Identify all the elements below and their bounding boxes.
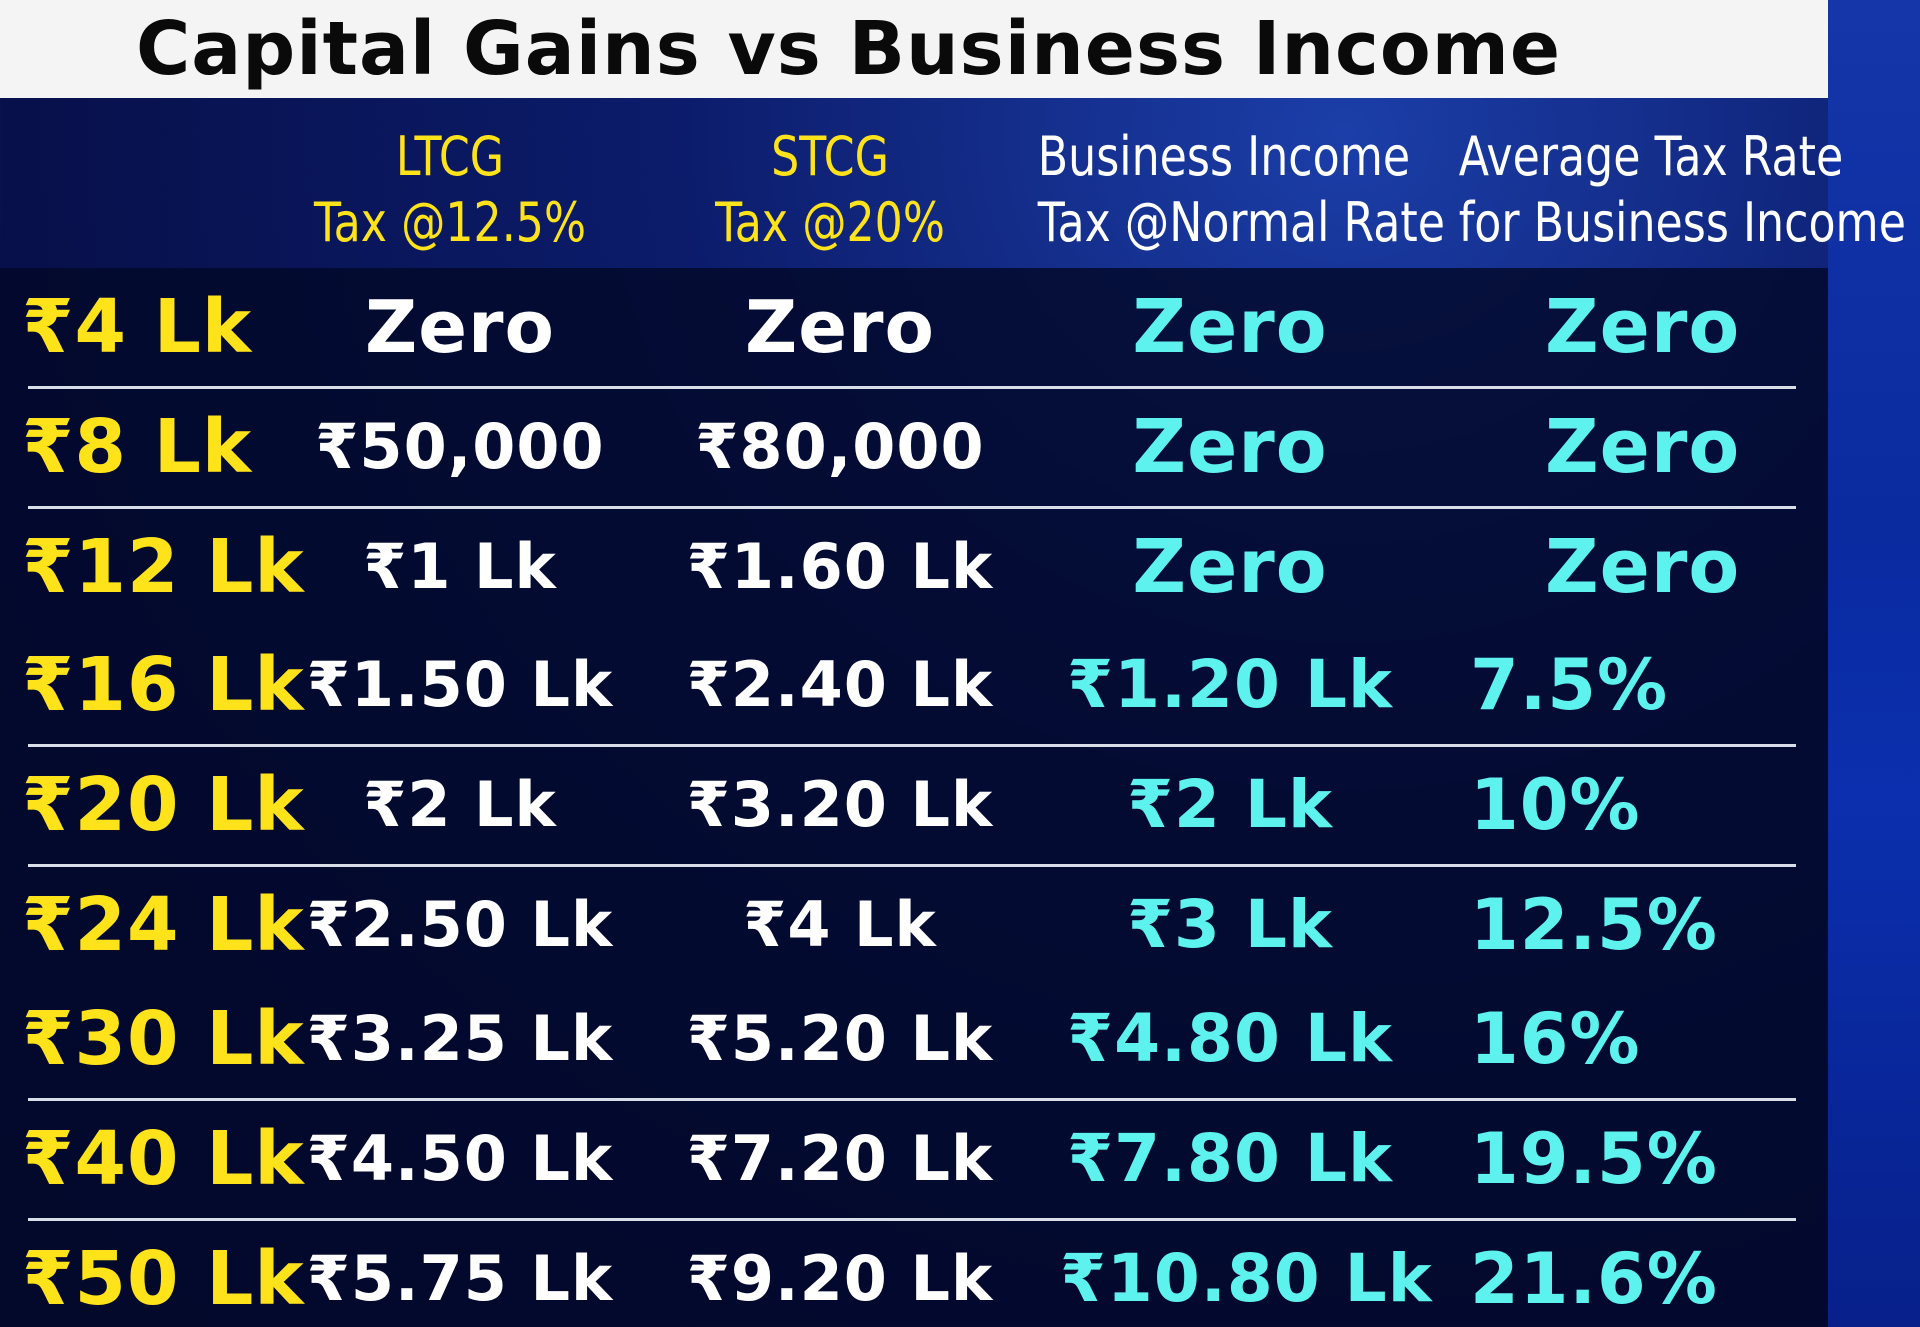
- table-row: ₹50 Lk ₹5.75 Lk ₹9.20 Lk ₹10.80 Lk 21.6%: [0, 1220, 1828, 1327]
- income-cell: ₹8 Lk: [22, 404, 253, 490]
- average-rate-cell: 10%: [1470, 764, 1641, 846]
- table-row: ₹40 Lk ₹4.50 Lk ₹7.20 Lk ₹7.80 Lk 19.5%: [0, 1100, 1828, 1218]
- average-rate-cell: 7.5%: [1470, 644, 1669, 726]
- column-header-stcg-line1: STCG: [771, 125, 889, 188]
- ltcg-cell: ₹4.50 Lk: [306, 1122, 614, 1195]
- column-header-average-tax-rate: Average Tax Rate for Business Income: [1458, 124, 1906, 256]
- table-row: ₹16 Lk ₹1.50 Lk ₹2.40 Lk ₹1.20 Lk 7.5%: [0, 626, 1828, 744]
- average-rate-cell: 16%: [1470, 998, 1641, 1080]
- ltcg-cell: ₹3.25 Lk: [306, 1002, 614, 1075]
- stcg-cell: ₹80,000: [695, 410, 985, 483]
- ltcg-cell: ₹50,000: [315, 410, 605, 483]
- ltcg-cell: Zero: [364, 285, 555, 369]
- column-header-business-income-line2: Tax @Normal Rate: [1037, 191, 1446, 254]
- column-header-business-income: Business Income Tax @Normal Rate: [1037, 124, 1446, 256]
- business-tax-cell: ₹2 Lk: [1127, 766, 1333, 843]
- row-divider: [28, 1218, 1796, 1221]
- column-header-ltcg: LTCG Tax @12.5%: [286, 124, 614, 256]
- ltcg-cell: ₹1.50 Lk: [306, 648, 614, 721]
- column-header-stcg: STCG Tax @20%: [666, 124, 994, 256]
- table-row: ₹12 Lk ₹1 Lk ₹1.60 Lk Zero Zero: [0, 508, 1828, 626]
- stcg-cell: ₹3.20 Lk: [686, 768, 994, 841]
- average-rate-cell: 12.5%: [1470, 884, 1718, 966]
- column-header-business-income-line1: Business Income: [1037, 125, 1411, 188]
- ltcg-cell: ₹1 Lk: [363, 530, 557, 603]
- table-row: ₹24 Lk ₹2.50 Lk ₹4 Lk ₹3 Lk 12.5%: [0, 866, 1828, 984]
- business-tax-cell: ₹1.20 Lk: [1067, 646, 1393, 723]
- row-divider: [28, 1098, 1796, 1101]
- business-tax-cell: Zero: [1132, 404, 1328, 490]
- income-cell: ₹24 Lk: [22, 882, 305, 968]
- business-tax-cell: ₹7.80 Lk: [1067, 1120, 1393, 1197]
- business-tax-cell: Zero: [1132, 284, 1328, 370]
- income-cell: ₹16 Lk: [22, 642, 305, 728]
- stcg-cell: Zero: [744, 285, 935, 369]
- background-strip: [1828, 0, 1920, 1327]
- ltcg-cell: ₹5.75 Lk: [306, 1242, 614, 1315]
- ltcg-cell: ₹2.50 Lk: [306, 888, 614, 961]
- table-row: ₹30 Lk ₹3.25 Lk ₹5.20 Lk ₹4.80 Lk 16%: [0, 980, 1828, 1098]
- average-rate-cell: Zero: [1545, 404, 1741, 490]
- business-tax-cell: Zero: [1132, 524, 1328, 610]
- tax-table: ₹4 Lk Zero Zero Zero Zero ₹8 Lk ₹50,000 …: [0, 268, 1828, 1327]
- table-row: ₹8 Lk ₹50,000 ₹80,000 Zero Zero: [0, 388, 1828, 506]
- income-cell: ₹50 Lk: [22, 1236, 305, 1322]
- average-rate-cell: 21.6%: [1470, 1238, 1718, 1320]
- average-rate-cell: 19.5%: [1470, 1118, 1718, 1200]
- business-tax-cell: ₹10.80 Lk: [1060, 1240, 1433, 1317]
- row-divider: [28, 744, 1796, 747]
- title-bar: Capital Gains vs Business Income: [0, 0, 1840, 98]
- stcg-cell: ₹9.20 Lk: [686, 1242, 994, 1315]
- business-tax-cell: ₹4.80 Lk: [1067, 1000, 1393, 1077]
- income-cell: ₹20 Lk: [22, 762, 305, 848]
- income-cell: ₹30 Lk: [22, 996, 305, 1082]
- average-rate-cell: Zero: [1545, 284, 1741, 370]
- average-rate-cell: Zero: [1545, 524, 1741, 610]
- stcg-cell: ₹5.20 Lk: [686, 1002, 994, 1075]
- column-header-average-tax-rate-line2: for Business Income: [1458, 191, 1906, 254]
- income-cell: ₹40 Lk: [22, 1116, 305, 1202]
- stcg-cell: ₹7.20 Lk: [686, 1122, 994, 1195]
- column-header-stcg-line2: Tax @20%: [715, 191, 945, 254]
- income-cell: ₹4 Lk: [22, 284, 253, 370]
- row-divider: [28, 386, 1796, 389]
- income-cell: ₹12 Lk: [22, 524, 305, 610]
- table-row: ₹20 Lk ₹2 Lk ₹3.20 Lk ₹2 Lk 10%: [0, 746, 1828, 864]
- column-header-ltcg-line1: LTCG: [395, 125, 505, 188]
- stcg-cell: ₹1.60 Lk: [686, 530, 994, 603]
- stcg-cell: ₹2.40 Lk: [686, 648, 994, 721]
- table-header: LTCG Tax @12.5% STCG Tax @20% Business I…: [0, 110, 1906, 265]
- table-row: ₹4 Lk Zero Zero Zero Zero: [0, 268, 1828, 386]
- column-header-average-tax-rate-line1: Average Tax Rate: [1458, 125, 1844, 188]
- business-tax-cell: ₹3 Lk: [1127, 886, 1333, 963]
- column-header-ltcg-line2: Tax @12.5%: [313, 191, 587, 254]
- row-divider: [28, 864, 1796, 867]
- stcg-cell: ₹4 Lk: [743, 888, 937, 961]
- page-title: Capital Gains vs Business Income: [136, 6, 1562, 92]
- ltcg-cell: ₹2 Lk: [363, 768, 557, 841]
- row-divider: [28, 506, 1796, 509]
